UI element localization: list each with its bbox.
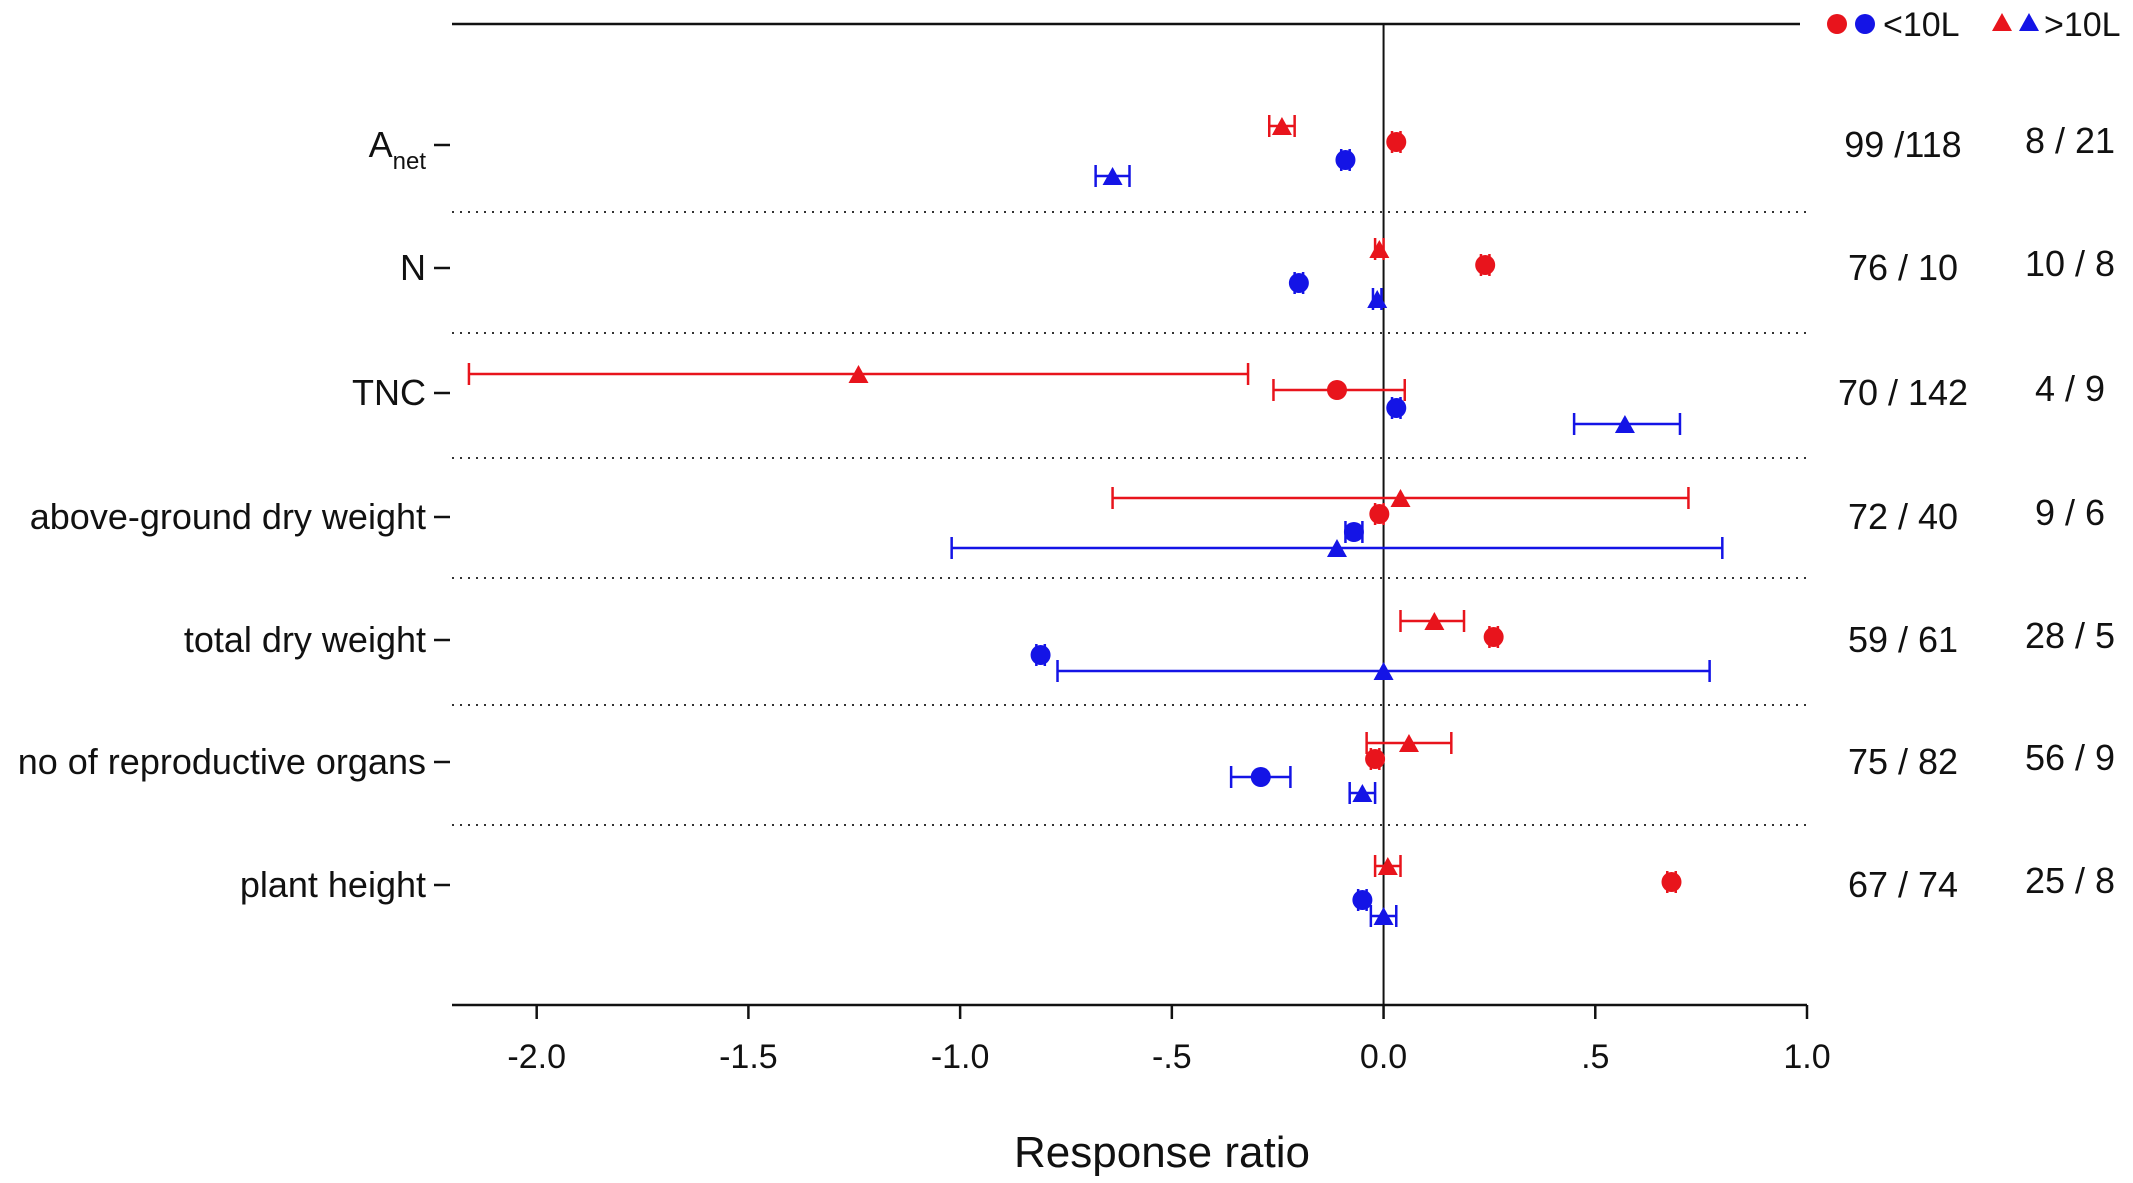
legend-label-small: <10L xyxy=(1883,6,1960,44)
row-separators xyxy=(452,211,1807,826)
x-axis-title: Response ratio xyxy=(1014,1128,1310,1177)
count-small-container: 76 / 10 xyxy=(1848,247,1958,288)
circle-marker xyxy=(1386,398,1407,418)
triangle-marker xyxy=(1326,539,1347,557)
circle-marker xyxy=(1335,150,1356,170)
circle-marker xyxy=(1365,749,1386,769)
triangle-marker xyxy=(848,365,869,383)
circle-marker xyxy=(1326,380,1347,400)
data-point-blue-triangle xyxy=(1056,660,1711,682)
data-point-red-circle xyxy=(1369,503,1390,525)
data-point-blue-circle xyxy=(1229,766,1292,788)
count-small-container: 72 / 40 xyxy=(1848,496,1958,537)
data-point-blue-circle xyxy=(1288,272,1309,294)
triangle-marker xyxy=(1390,489,1411,507)
count-small-container: 75 / 82 xyxy=(1848,741,1958,782)
x-tick-label: .5 xyxy=(1581,1038,1609,1076)
triangle-marker xyxy=(1614,415,1635,433)
count-small-container: 59 / 61 xyxy=(1848,619,1958,660)
sample-counts: 99 /118 8 / 21 76 / 10 10 / 8 70 / 142 4 / 9 7… xyxy=(1838,120,2115,905)
circle-marker xyxy=(1661,872,1682,892)
category-label: total dry weight xyxy=(184,619,426,660)
count-small-container: 70 / 142 xyxy=(1838,372,1968,413)
x-tick-label: -2.0 xyxy=(507,1038,566,1076)
data-point-red-triangle xyxy=(1369,238,1390,260)
triangle-marker xyxy=(1369,240,1390,258)
data-point-red-triangle xyxy=(1365,732,1453,754)
x-axis-ticks: -2.0 -1.5 -1.0 -.5 0.0 .5 1.0 xyxy=(507,1005,1831,1076)
data-point-blue-triangle xyxy=(1369,905,1398,927)
triangle-marker xyxy=(1373,907,1394,925)
triangle-marker xyxy=(1271,117,1292,135)
circle-marker xyxy=(1369,504,1390,524)
data-point-blue-triangle xyxy=(1348,782,1377,804)
triangle-marker xyxy=(1377,857,1398,875)
count-large-container: 9 / 6 xyxy=(2035,492,2105,533)
circle-marker xyxy=(1352,890,1373,910)
category-label: N xyxy=(400,247,426,288)
count-large-container: 28 / 5 xyxy=(2025,615,2115,656)
category-label: plant height xyxy=(240,864,426,905)
triangle-marker xyxy=(1367,290,1388,308)
triangle-marker xyxy=(1373,662,1394,680)
count-large-container: 56 / 9 xyxy=(2025,737,2115,778)
category-label: Anet xyxy=(369,124,427,175)
circle-marker xyxy=(1250,767,1271,787)
data-point-blue-triangle xyxy=(1367,288,1388,310)
data-point-blue-circle xyxy=(1343,521,1364,543)
legend-label-large: >10L xyxy=(2044,6,2121,44)
data-point-red-circle xyxy=(1365,748,1386,770)
category-label: TNC xyxy=(352,372,426,413)
data-point-red-circle xyxy=(1272,379,1406,401)
x-tick-label: -1.0 xyxy=(931,1038,990,1076)
category-label-subscript: net xyxy=(393,148,427,175)
data-point-red-triangle xyxy=(1267,115,1296,137)
data-point-blue-triangle xyxy=(950,537,1724,559)
circle-marker xyxy=(1386,132,1407,152)
legend: <10L >10L xyxy=(1827,6,2121,44)
data-point-red-circle xyxy=(1386,131,1407,153)
count-large-container: 10 / 8 xyxy=(2025,243,2115,284)
data-point-red-circle xyxy=(1483,626,1504,648)
data-point-red-circle xyxy=(1661,871,1682,893)
count-large-container: 25 / 8 xyxy=(2025,860,2115,901)
data-point-red-triangle xyxy=(1111,487,1690,509)
legend-blue-triangle xyxy=(2019,13,2039,31)
count-small-container: 67 / 74 xyxy=(1848,864,1958,905)
data-point-red-triangle xyxy=(1399,610,1466,632)
circle-marker xyxy=(1343,522,1364,542)
count-small-container: 99 /118 xyxy=(1844,124,1961,165)
triangle-marker xyxy=(1398,734,1419,752)
x-tick-label: -.5 xyxy=(1152,1038,1192,1076)
data-point-red-circle xyxy=(1475,254,1496,276)
triangle-marker xyxy=(1424,612,1445,630)
data-point-blue-circle xyxy=(1335,149,1356,171)
data-marks xyxy=(467,115,1724,927)
data-point-blue-triangle xyxy=(1572,413,1682,435)
data-point-blue-triangle xyxy=(1094,165,1131,187)
circle-marker xyxy=(1475,255,1496,275)
data-point-red-triangle xyxy=(1373,855,1402,877)
category-label: above-ground dry weight xyxy=(30,496,426,537)
triangle-marker xyxy=(1102,167,1123,185)
category-label: no of reproductive organs xyxy=(18,741,426,782)
data-point-blue-circle xyxy=(1030,644,1051,666)
circle-marker xyxy=(1483,627,1504,647)
triangle-marker xyxy=(1352,784,1373,802)
category-labels: Anet N TNC above-ground dry weight total dry… xyxy=(18,124,450,905)
data-point-blue-circle xyxy=(1352,889,1373,911)
x-tick-label: 1.0 xyxy=(1783,1038,1830,1076)
legend-blue-circle xyxy=(1855,14,1875,34)
legend-red-triangle xyxy=(1992,13,2012,31)
data-point-blue-circle xyxy=(1386,397,1407,419)
circle-marker xyxy=(1288,273,1309,293)
x-tick-label: 0.0 xyxy=(1360,1038,1407,1076)
data-point-red-triangle xyxy=(467,363,1250,385)
legend-red-circle xyxy=(1827,14,1847,34)
circle-marker xyxy=(1030,645,1051,665)
count-large-container: 8 / 21 xyxy=(2025,120,2115,161)
x-tick-label: -1.5 xyxy=(719,1038,778,1076)
count-large-container: 4 / 9 xyxy=(2035,368,2105,409)
